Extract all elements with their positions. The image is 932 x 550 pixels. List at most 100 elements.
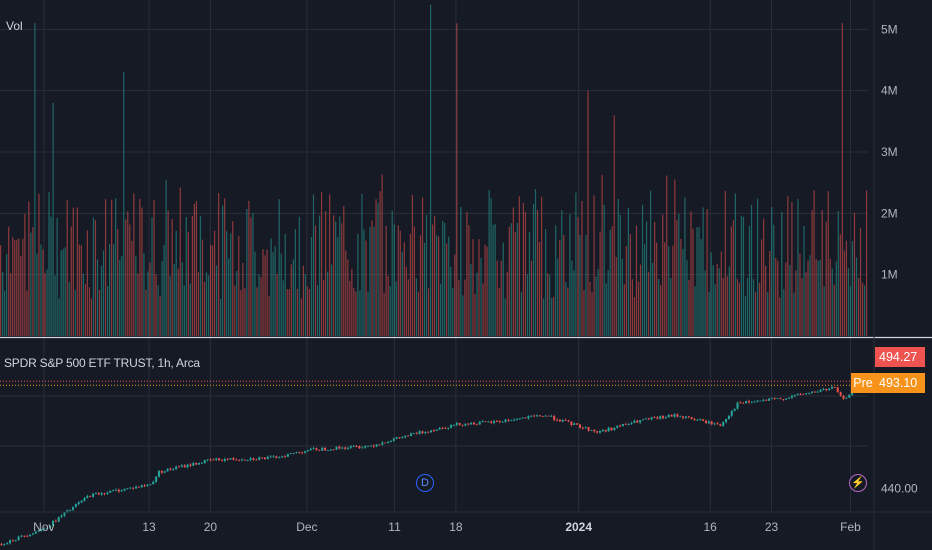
candle-body: [578, 424, 581, 428]
candle-body: [389, 441, 392, 443]
volume-bar: [827, 191, 829, 336]
symbol-legend[interactable]: SPDR S&P 500 ETF TRUST, 1h, Arca: [4, 356, 200, 370]
volume-bar: [189, 283, 191, 336]
volume-bar: [615, 256, 617, 336]
volume-bar: [758, 282, 761, 336]
volume-bar: [545, 229, 547, 336]
volume-bar: [785, 262, 787, 336]
candle-body: [94, 493, 97, 495]
candle-body: [295, 452, 298, 454]
volume-bar: [789, 264, 791, 336]
candle-body: [604, 429, 607, 432]
volume-bar: [115, 198, 117, 336]
volume-bar: [20, 255, 22, 336]
candle-body: [742, 402, 745, 404]
volume-bar: [672, 245, 674, 336]
candle-body: [29, 534, 32, 537]
candle-body: [590, 430, 593, 431]
candle-body: [613, 427, 616, 430]
candle-body: [329, 449, 332, 451]
candle-body: [103, 493, 106, 495]
volume-bar: [98, 290, 101, 336]
volume-bar: [62, 248, 64, 336]
candle-body: [430, 430, 433, 433]
candle-body: [77, 502, 80, 505]
volume-bar: [76, 207, 78, 336]
candle-body: [272, 456, 275, 458]
candle-body: [831, 387, 834, 389]
premarket-label: Pre: [851, 373, 875, 393]
candle-body: [793, 395, 796, 396]
volume-bar: [799, 253, 801, 336]
volume-bar: [807, 260, 809, 336]
volume-bar: [553, 296, 555, 336]
volume-bar: [399, 230, 401, 336]
candle-body: [83, 498, 86, 501]
candle-body: [667, 415, 670, 418]
volume-bar: [337, 237, 339, 336]
volume-bar: [181, 262, 183, 336]
volume-bar: [24, 213, 26, 336]
candle-body: [699, 419, 702, 421]
candle-body: [114, 489, 117, 491]
dividend-icon[interactable]: D: [416, 474, 434, 492]
candle-body: [619, 425, 622, 427]
volume-bar: [732, 220, 734, 336]
volume-bar: [726, 276, 728, 336]
candle-body: [186, 464, 189, 468]
volume-bar: [256, 287, 258, 336]
volume-bar: [429, 4, 432, 337]
x-tick-label: 13: [142, 520, 156, 534]
volume-bar: [80, 245, 82, 336]
volume-bar: [744, 296, 747, 336]
candle-body: [57, 517, 60, 522]
volume-bar: [395, 281, 397, 336]
candle-body: [813, 391, 816, 393]
candle-body: [289, 453, 292, 455]
volume-bar: [668, 246, 670, 336]
candle-body: [779, 398, 782, 400]
volume-bar: [779, 297, 781, 336]
volume-bar: [520, 291, 523, 336]
candle-body: [86, 495, 89, 499]
volume-bar: [209, 244, 212, 336]
volume-bar: [718, 268, 720, 336]
candle-body: [123, 488, 126, 491]
volume-bar: [547, 273, 549, 336]
volume-bar: [575, 192, 577, 336]
candle-body: [653, 417, 656, 419]
volume-bar: [637, 281, 640, 336]
split-icon[interactable]: ⚡: [849, 474, 867, 492]
candle-body: [229, 458, 232, 460]
volume-bar: [286, 289, 288, 336]
volume-bar: [750, 204, 753, 336]
candle-body: [37, 530, 40, 532]
volume-bar: [270, 238, 272, 336]
volume-bar: [351, 268, 353, 336]
candle-body: [573, 423, 576, 425]
volume-bar: [763, 218, 765, 336]
volume-bar: [452, 288, 454, 336]
candle-body: [478, 421, 481, 425]
volume-bar: [102, 250, 105, 336]
volume-bar: [656, 242, 658, 336]
candle-body: [14, 539, 17, 541]
candle-body: [367, 446, 370, 447]
candle-body: [464, 423, 467, 426]
volume-bar: [327, 271, 329, 336]
candle-body: [72, 507, 75, 510]
volume-bar: [191, 215, 193, 336]
volume-bar: [835, 261, 837, 336]
volume-bar: [530, 260, 533, 336]
volume-bar: [207, 275, 210, 336]
candle-body: [412, 433, 415, 435]
volume-bar: [282, 280, 284, 336]
volume-bar: [442, 220, 444, 336]
volume-bar: [769, 250, 771, 336]
volume-bar: [480, 258, 482, 336]
volume-bar: [42, 249, 44, 336]
candle-body: [839, 392, 842, 396]
candle-body: [218, 458, 221, 461]
candle-body: [80, 500, 83, 503]
